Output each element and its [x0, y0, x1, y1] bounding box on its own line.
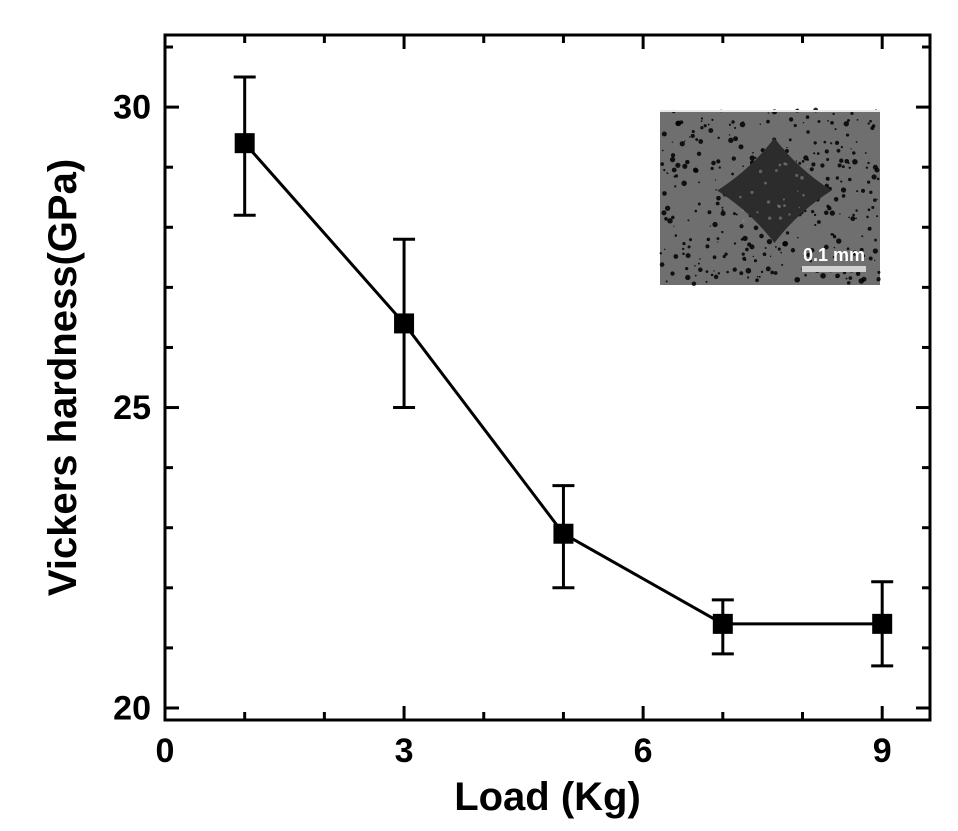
svg-text:30: 30 [113, 88, 151, 126]
hardness-chart: 0 3 6 9 20 25 30 Load (Kg) Vickers hardness(GPa)… [0, 0, 958, 831]
svg-text:0.1 mm: 0.1 mm [803, 245, 865, 265]
svg-text:0: 0 [156, 732, 175, 770]
svg-text:Load (Kg): Load (Kg) [454, 775, 641, 819]
inset-micrograph: 0.1 mm [660, 108, 881, 286]
svg-text:3: 3 [395, 732, 414, 770]
svg-text:6: 6 [634, 732, 653, 770]
svg-text:20: 20 [113, 689, 151, 727]
svg-text:25: 25 [113, 389, 151, 427]
svg-text:9: 9 [873, 732, 892, 770]
chart-svg: 0 3 6 9 20 25 30 Load (Kg) Vickers hardness(GPa)… [0, 0, 958, 831]
svg-text:Vickers hardness(GPa): Vickers hardness(GPa) [41, 159, 85, 596]
